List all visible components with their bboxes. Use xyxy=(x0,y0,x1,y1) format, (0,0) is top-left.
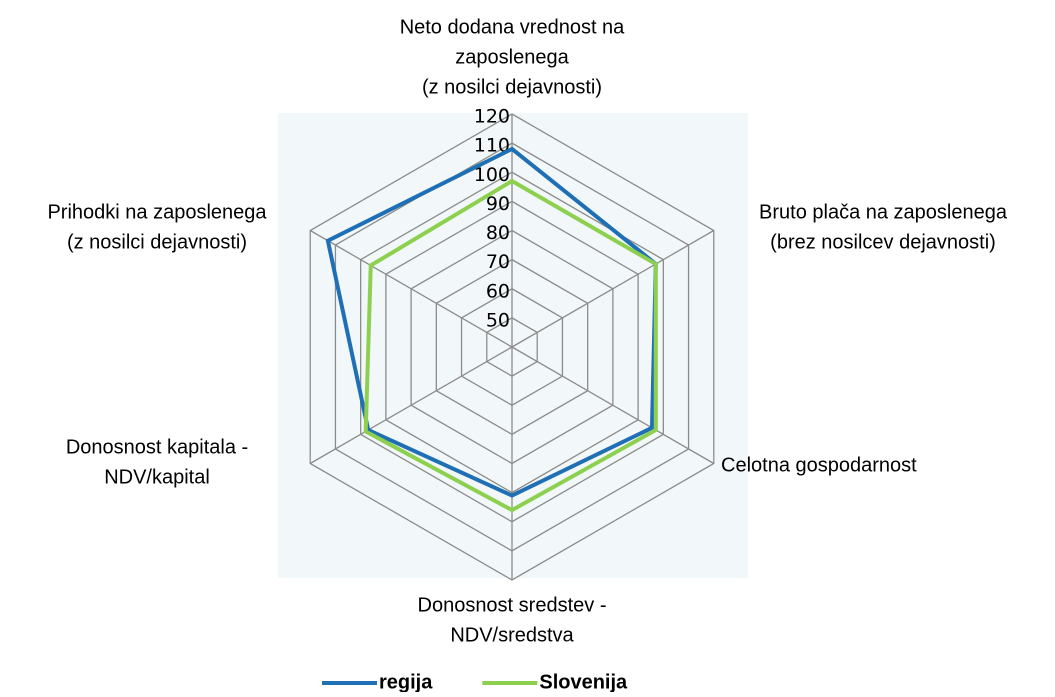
axis-label: NDV/sredstva xyxy=(450,624,574,646)
axis-label: Prihodki na zaposlenega xyxy=(47,201,267,223)
axis-label: (z nosilci dejavnosti) xyxy=(67,231,247,253)
y-tick-label: 60 xyxy=(486,280,510,302)
y-tick-label: 90 xyxy=(486,193,510,215)
axis-label: zaposlenega xyxy=(455,46,569,68)
axis-label: Bruto plača na zaposlenega xyxy=(759,201,1008,223)
axis-spoke xyxy=(309,346,513,465)
y-tick-label: 70 xyxy=(486,251,510,273)
axis-label: Celotna gospodarnost xyxy=(721,454,917,476)
axis-label: (brez nosilcev dejavnosti) xyxy=(770,231,996,253)
axis-label: Neto dodana vrednost na xyxy=(400,16,625,38)
y-tick-label: 100 xyxy=(474,164,510,186)
y-tick-label: 80 xyxy=(486,222,510,244)
y-tick-label: 120 xyxy=(474,106,510,128)
y-tick-label: 110 xyxy=(474,135,510,157)
axis-spoke xyxy=(511,346,715,465)
axis-spoke xyxy=(309,229,513,348)
legend-label: Slovenija xyxy=(539,671,628,692)
legend-label: regija xyxy=(379,671,433,692)
axis-label: (z nosilci dejavnosti) xyxy=(422,76,602,98)
axis-label: Donosnost kapitala - xyxy=(66,436,248,458)
plot-background xyxy=(278,113,748,578)
axis-label: Donosnost sredstev - xyxy=(418,594,607,616)
y-tick-label: 50 xyxy=(486,309,510,331)
axis-spoke xyxy=(511,229,715,348)
axis-label: NDV/kapital xyxy=(104,466,210,488)
series-line xyxy=(363,178,658,513)
